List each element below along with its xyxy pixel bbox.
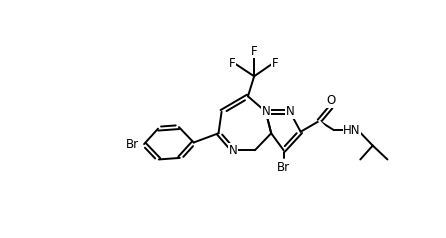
Text: N: N — [285, 105, 294, 118]
Text: F: F — [251, 45, 257, 58]
Text: N: N — [229, 144, 238, 157]
Text: Br: Br — [126, 138, 140, 151]
Text: HN: HN — [343, 124, 361, 137]
Text: N: N — [261, 105, 270, 118]
Text: F: F — [272, 58, 279, 70]
Text: F: F — [229, 58, 235, 70]
Text: O: O — [326, 94, 335, 107]
Text: Br: Br — [277, 161, 290, 174]
